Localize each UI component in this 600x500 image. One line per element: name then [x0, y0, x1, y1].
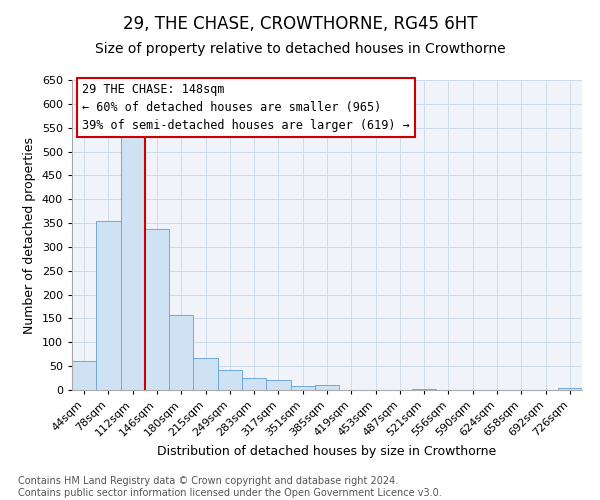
Bar [218, 370, 242, 390]
Bar [266, 380, 290, 390]
Bar [145, 229, 169, 390]
X-axis label: Distribution of detached houses by size in Crowthorne: Distribution of detached houses by size … [157, 445, 497, 458]
Text: 29 THE CHASE: 148sqm
← 60% of detached houses are smaller (965)
39% of semi-deta: 29 THE CHASE: 148sqm ← 60% of detached h… [82, 83, 410, 132]
Bar [72, 362, 96, 390]
Bar [193, 358, 218, 390]
Y-axis label: Number of detached properties: Number of detached properties [23, 136, 36, 334]
Bar [96, 220, 121, 390]
Bar [121, 132, 145, 390]
Bar [242, 378, 266, 390]
Bar [290, 386, 315, 390]
Text: Contains HM Land Registry data © Crown copyright and database right 2024.
Contai: Contains HM Land Registry data © Crown c… [18, 476, 442, 498]
Text: Size of property relative to detached houses in Crowthorne: Size of property relative to detached ho… [95, 42, 505, 56]
Bar [169, 314, 193, 390]
Bar [412, 389, 436, 390]
Bar [315, 385, 339, 390]
Text: 29, THE CHASE, CROWTHORNE, RG45 6HT: 29, THE CHASE, CROWTHORNE, RG45 6HT [123, 15, 477, 33]
Bar [558, 388, 582, 390]
